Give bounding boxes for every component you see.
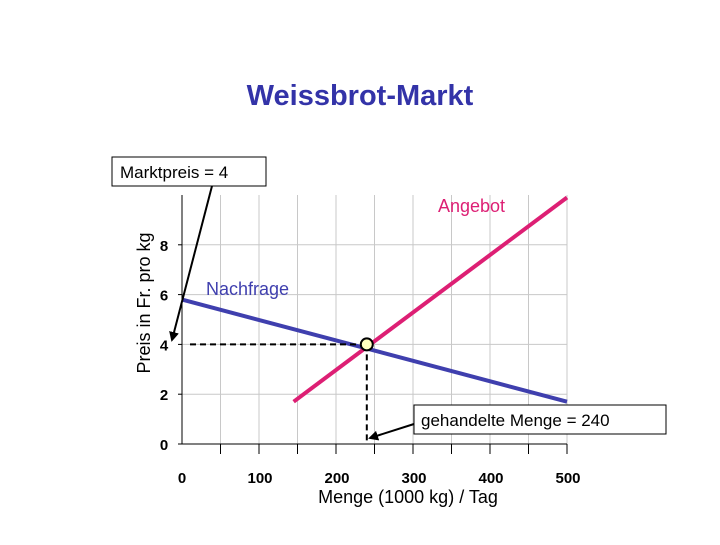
angebot-label: Angebot [438, 196, 505, 216]
price-annotation-arrow [169, 185, 213, 342]
x-tick-labels: 0 100 200 300 400 500 [178, 444, 581, 487]
y-tick-label-8: 8 [160, 238, 168, 255]
equilibrium-point [359, 337, 374, 352]
y-tick-label-2: 2 [160, 387, 168, 404]
quantity-annotation-arrow [368, 423, 415, 441]
y-tick-label-4: 4 [160, 337, 169, 354]
quantity-annotation-box [413, 404, 667, 435]
nachfrage-line [181, 297, 568, 404]
x-tick-label-300: 300 [401, 470, 426, 487]
x-tick-label-100: 100 [247, 470, 272, 487]
y-tick-labels: 0 2 4 6 8 [160, 238, 182, 454]
price-annotation-box [111, 156, 267, 187]
x-tick-label-500: 500 [555, 470, 580, 487]
price-annotation-text: Marktpreis = 4 [120, 163, 228, 182]
chart-title: Weissbrot-Markt [247, 80, 474, 112]
angebot-line [292, 195, 569, 404]
x-tick-label-400: 400 [478, 470, 503, 487]
y-tick-label-6: 6 [160, 288, 168, 305]
x-tick-label-0: 0 [178, 470, 186, 487]
y-tick-label-0: 0 [160, 437, 168, 454]
x-axis-label: Menge (1000 kg) / Tag [318, 487, 498, 507]
quantity-annotation-text: gehandelte Menge = 240 [421, 411, 610, 430]
nachfrage-label: Nachfrage [206, 279, 289, 299]
x-tick-label-200: 200 [324, 470, 349, 487]
y-axis-label: Preis in Fr. pro kg [134, 232, 154, 373]
